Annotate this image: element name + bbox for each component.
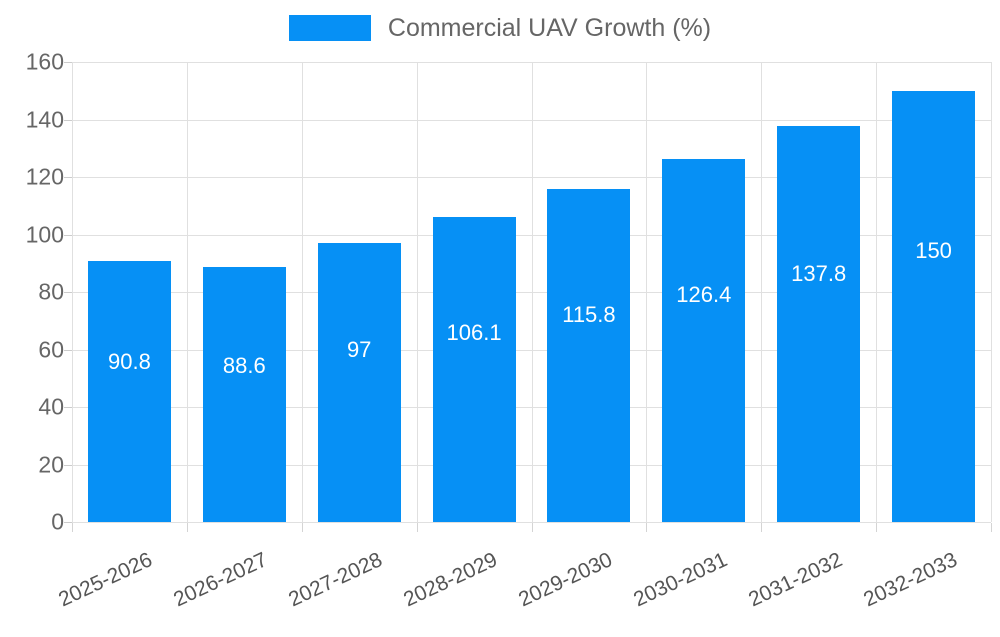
bar[interactable] xyxy=(547,189,631,522)
gridline-horizontal xyxy=(72,464,991,466)
chart-legend: Commercial UAV Growth (%) xyxy=(0,0,1000,56)
gridline-vertical xyxy=(876,62,877,522)
y-axis-tick-mark xyxy=(64,62,72,63)
x-axis-tick-mark xyxy=(532,523,533,532)
bar-value-label: 106.1 xyxy=(446,320,502,346)
legend-entry-commercial-uav-growth[interactable]: Commercial UAV Growth (%) xyxy=(288,13,712,42)
gridline-vertical xyxy=(72,62,73,522)
bar[interactable] xyxy=(892,90,976,522)
legend-entry-label: Commercial UAV Growth (%) xyxy=(387,13,712,42)
y-axis-tick-label: 100 xyxy=(25,221,64,247)
y-axis-tick-mark xyxy=(64,522,72,523)
gridline-vertical xyxy=(302,62,303,522)
bar[interactable] xyxy=(777,125,861,522)
x-axis-tick-mark xyxy=(302,523,303,532)
y-axis-tick-label: 120 xyxy=(25,163,64,190)
gridline-horizontal xyxy=(72,407,991,408)
gridline-vertical xyxy=(417,62,418,522)
y-axis-tick-label: 40 xyxy=(38,393,64,420)
y-axis-tick-mark xyxy=(64,292,72,293)
x-axis-tick-mark xyxy=(72,523,73,532)
x-axis-tick-mark xyxy=(187,523,188,532)
gridline-horizontal xyxy=(72,119,991,121)
gridline-horizontal xyxy=(72,234,991,236)
y-axis-tick-label: 0 xyxy=(51,508,64,535)
gridline-horizontal xyxy=(72,292,991,293)
x-axis-tick-mark xyxy=(646,523,647,532)
y-axis-tick-mark xyxy=(64,234,72,236)
y-axis-tick-label: 20 xyxy=(38,451,64,477)
bar-value-label: 137.8 xyxy=(791,260,847,286)
plot-area: 90.8 88.6 97 106.1 115.8 126.4 137.8 150 xyxy=(72,62,992,523)
bar-chart: Commercial UAV Growth (%) 0 20 40 60 80 100 12… xyxy=(0,0,1000,611)
gridline-horizontal xyxy=(72,522,991,523)
bar[interactable] xyxy=(432,216,516,522)
bar-value-label: 115.8 xyxy=(562,301,616,327)
y-axis-tick-mark xyxy=(64,177,72,178)
bar-value-label: 90.8 xyxy=(108,349,151,374)
y-axis-tick-mark xyxy=(64,119,72,121)
gridline-vertical xyxy=(532,62,533,522)
bar[interactable] xyxy=(317,243,401,522)
bar[interactable] xyxy=(87,260,171,522)
y-axis-tick-label: 140 xyxy=(25,106,64,132)
bar[interactable] xyxy=(202,267,286,522)
bar-value-label: 126.4 xyxy=(676,281,732,307)
gridline-horizontal xyxy=(72,349,991,351)
bar-value-label: 88.6 xyxy=(222,353,266,379)
x-axis-tick-mark xyxy=(991,523,992,532)
gridline-vertical xyxy=(761,62,762,522)
bar[interactable] xyxy=(662,158,746,522)
gridline-vertical xyxy=(991,62,992,522)
y-axis-tick-label: 160 xyxy=(25,48,64,75)
x-axis-tick-mark xyxy=(876,523,877,532)
y-axis-tick-mark xyxy=(64,349,72,351)
x-axis-tick-mark xyxy=(417,523,418,532)
x-axis-tick-mark xyxy=(761,523,762,532)
legend-color-swatch-icon xyxy=(288,15,371,41)
y-axis-tick-mark xyxy=(64,407,72,408)
y-axis-tick-mark xyxy=(64,464,72,466)
bar-value-label: 150 xyxy=(915,237,952,263)
gridline-horizontal xyxy=(72,177,991,178)
bar-value-label: 97 xyxy=(346,337,372,363)
y-axis-tick-label: 80 xyxy=(38,278,64,305)
y-axis-tick-label: 60 xyxy=(38,336,64,362)
gridline-horizontal xyxy=(72,62,991,63)
gridline-vertical xyxy=(646,62,647,522)
gridline-vertical xyxy=(187,62,188,522)
